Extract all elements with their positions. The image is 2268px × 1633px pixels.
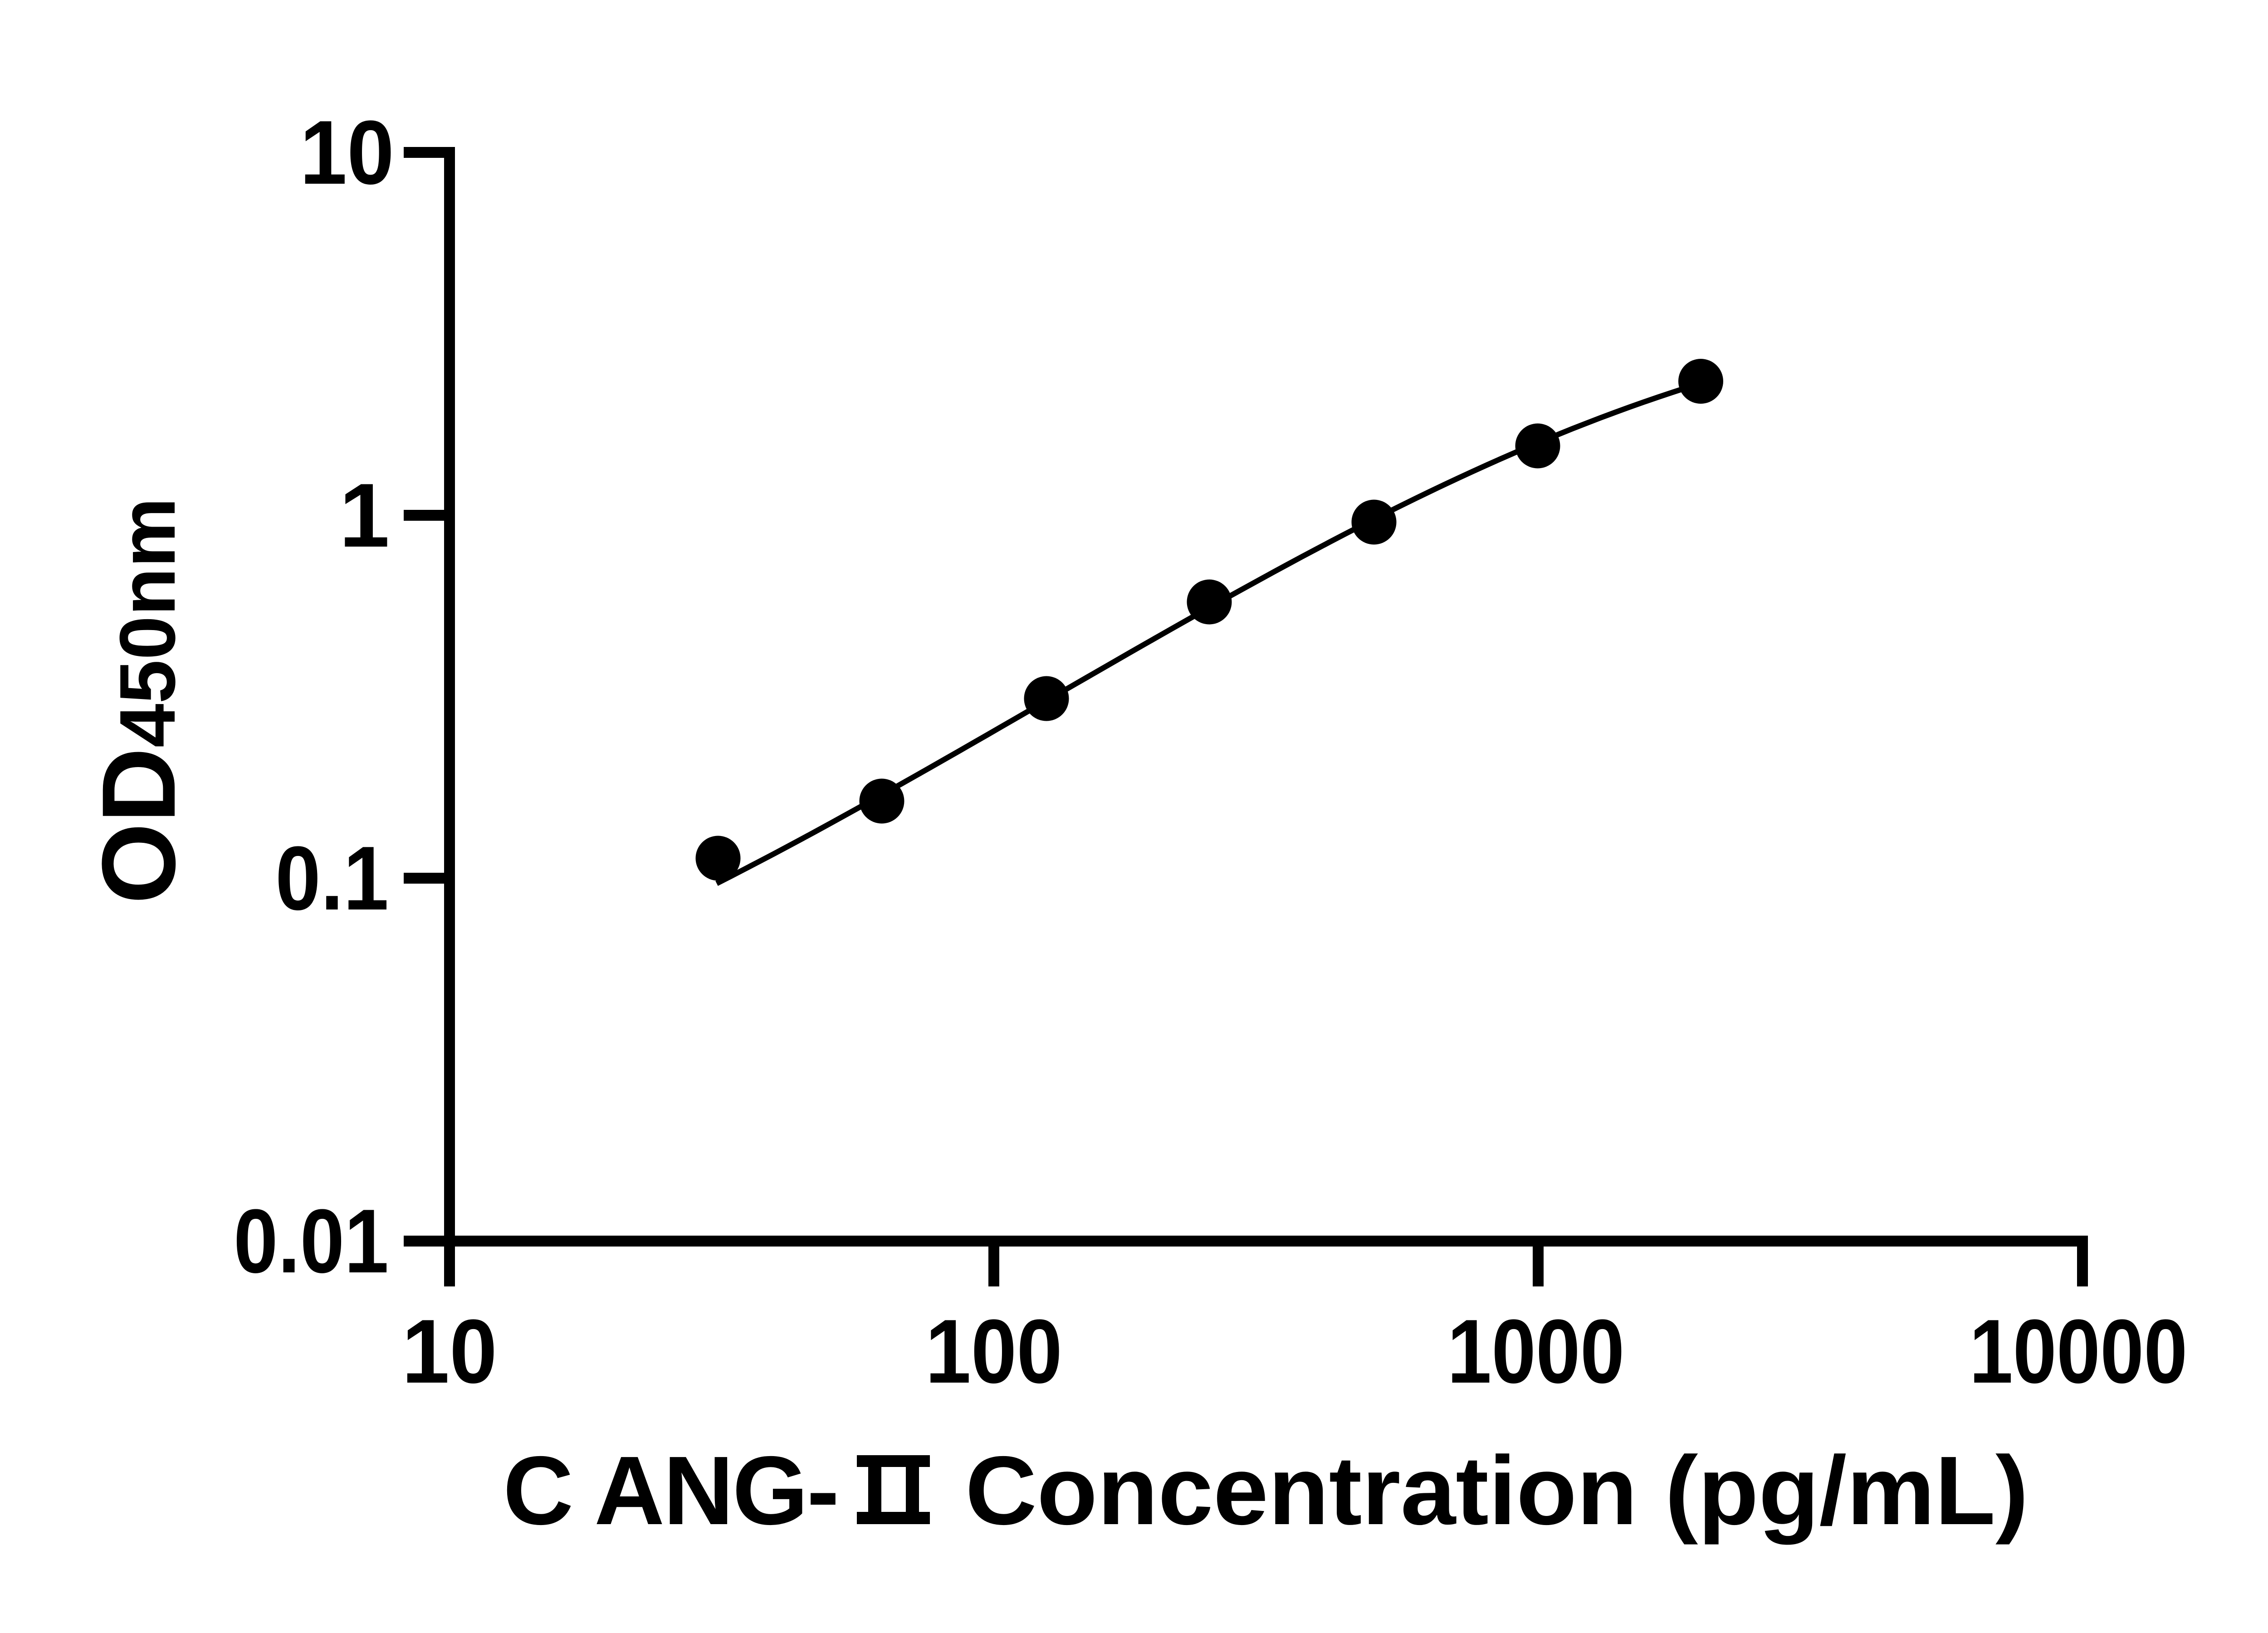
svg-text:0.01: 0.01 [234,1191,389,1292]
svg-text:1: 1 [339,465,390,566]
svg-text:Concentration (pg/mL): Concentration (pg/mL) [965,1436,2028,1545]
svg-text:10: 10 [300,102,394,203]
svg-text:1000: 1000 [1447,1301,1625,1402]
svg-text:10: 10 [402,1301,497,1402]
svg-text:OD450nm: OD450nm [80,498,197,904]
svg-text:10000: 10000 [1970,1301,2188,1402]
svg-text:100: 100 [925,1301,1062,1402]
svg-text:0.1: 0.1 [275,828,389,929]
svg-text:C ANG-: C ANG- [503,1436,838,1545]
